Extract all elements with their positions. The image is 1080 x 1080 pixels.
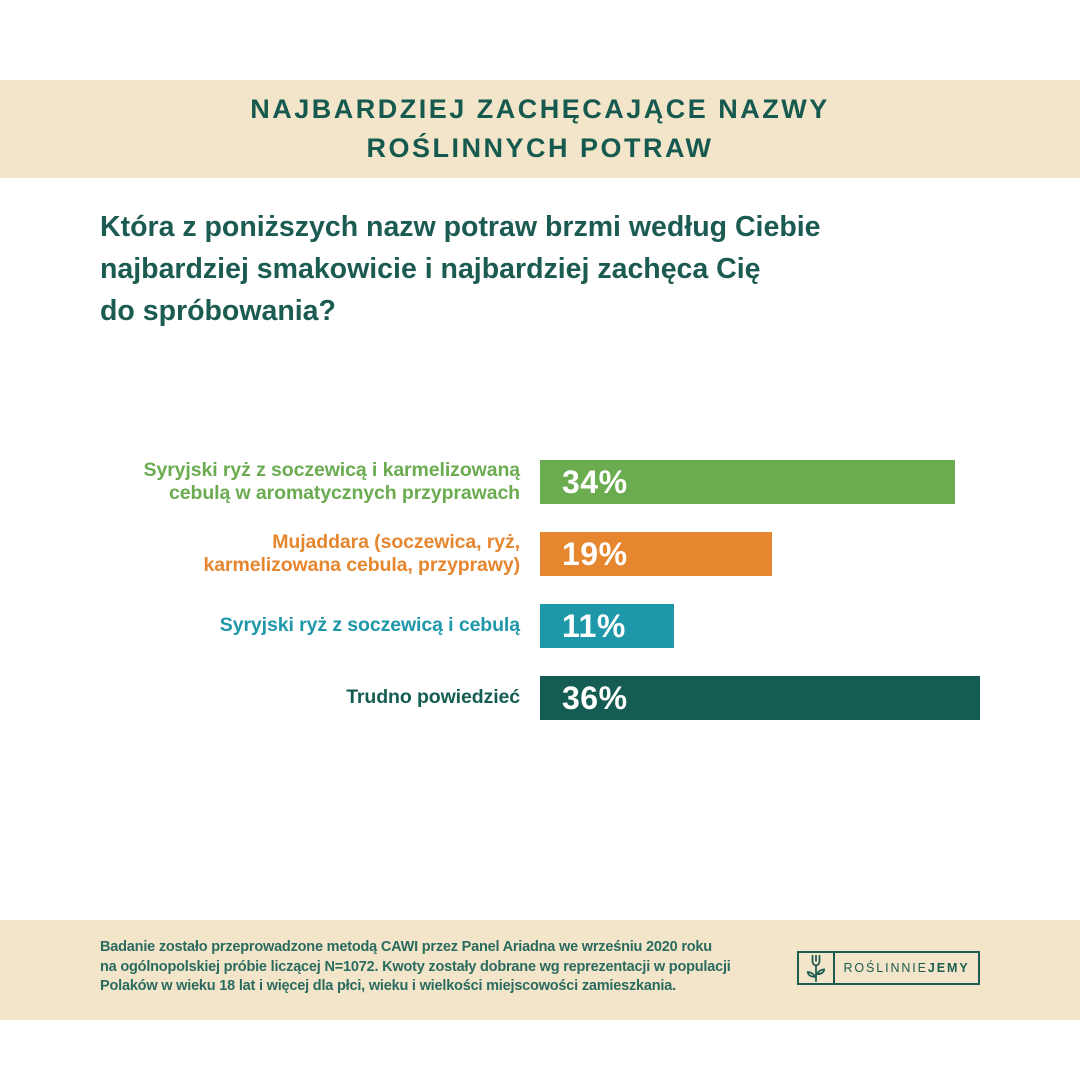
title-band: NAJBARDZIEJ ZACHĘCAJĄCE NAZWY ROŚLINNYCH… [0,80,1080,178]
category-label-line: Mujaddara (soczewica, ryż, [272,530,520,553]
bar-segment: 19% [540,532,773,576]
category-label-line: Trudno powiedzieć [346,686,520,709]
methodology-note-line: na ogólnopolskiej próbie liczącej N=1072… [100,958,731,975]
category-label: Mujaddara (soczewica, ryż, karmelizowana… [100,531,520,578]
methodology-note-line: Badanie zostało przeprowadzone metodą CA… [100,939,712,955]
category-label-line: Syryjski ryż z soczewicą i karmelizowaną [143,458,521,481]
logo-wordmark-regular: ROŚLINNIE [843,961,928,975]
question-line: Która z poniższych nazw potraw brzmi wed… [100,211,821,243]
chart-row-mujaddara: Mujaddara (soczewica, ryż, karmelizowana… [100,531,1000,578]
category-label: Syryjski ryż z soczewicą i karmelizowaną… [100,458,521,506]
category-label-line: Syryjski ryż z soczewicą i cebulą [219,614,520,637]
fork-plant-icon [799,953,835,983]
roslinniejemy-logo: ROŚLINNIE JEMY [797,951,980,985]
chart-row-syryjski-karmelizowana: Syryjski ryż z soczewicą i karmelizowaną… [100,458,1000,506]
category-label-line: karmelizowana cebula, przyprawy) [203,554,520,576]
footer-band: Badanie zostało przeprowadzone metodą CA… [0,920,1080,1020]
survey-question: Która z poniższych nazw potraw brzmi wed… [100,206,940,332]
bar-chart: Syryjski ryż z soczewicą i karmelizowaną… [100,458,1000,748]
question-line: do spróbowania? [100,295,336,327]
bar-value-label: 36% [562,679,628,716]
logo-wordmark: ROŚLINNIE JEMY [835,953,978,983]
methodology-note-line: Polaków w wieku 18 lat i więcej dla płci… [100,978,676,994]
bar-value-label: 34% [562,463,628,500]
category-label-line: cebulą w aromatycznych przyprawach [169,482,520,504]
bar-segment: 36% [540,676,980,720]
bar-value-label: 19% [562,535,628,572]
category-label: Syryjski ryż z soczewicą i cebulą [100,614,520,638]
logo-wordmark-bold: JEMY [927,961,970,975]
chart-row-trudno-powiedziec: Trudno powiedzieć 36% [100,676,1000,720]
bar-value-label: 11% [562,607,626,644]
category-label: Trudno powiedzieć [100,686,520,710]
bar-segment: 11% [540,604,675,648]
question-line: najbardziej smakowicie i najbardziej zac… [100,253,761,285]
chart-row-syryjski-cebula: Syryjski ryż z soczewicą i cebulą 11% [100,604,1000,648]
page-title-line-2: ROŚLINNYCH POTRAW [366,133,714,163]
methodology-note: Badanie zostało przeprowadzone metodą CA… [100,938,790,997]
page-title-line-1: NAJBARDZIEJ ZACHĘCAJĄCE NAZWY [250,94,830,124]
bar-segment: 34% [540,460,956,504]
